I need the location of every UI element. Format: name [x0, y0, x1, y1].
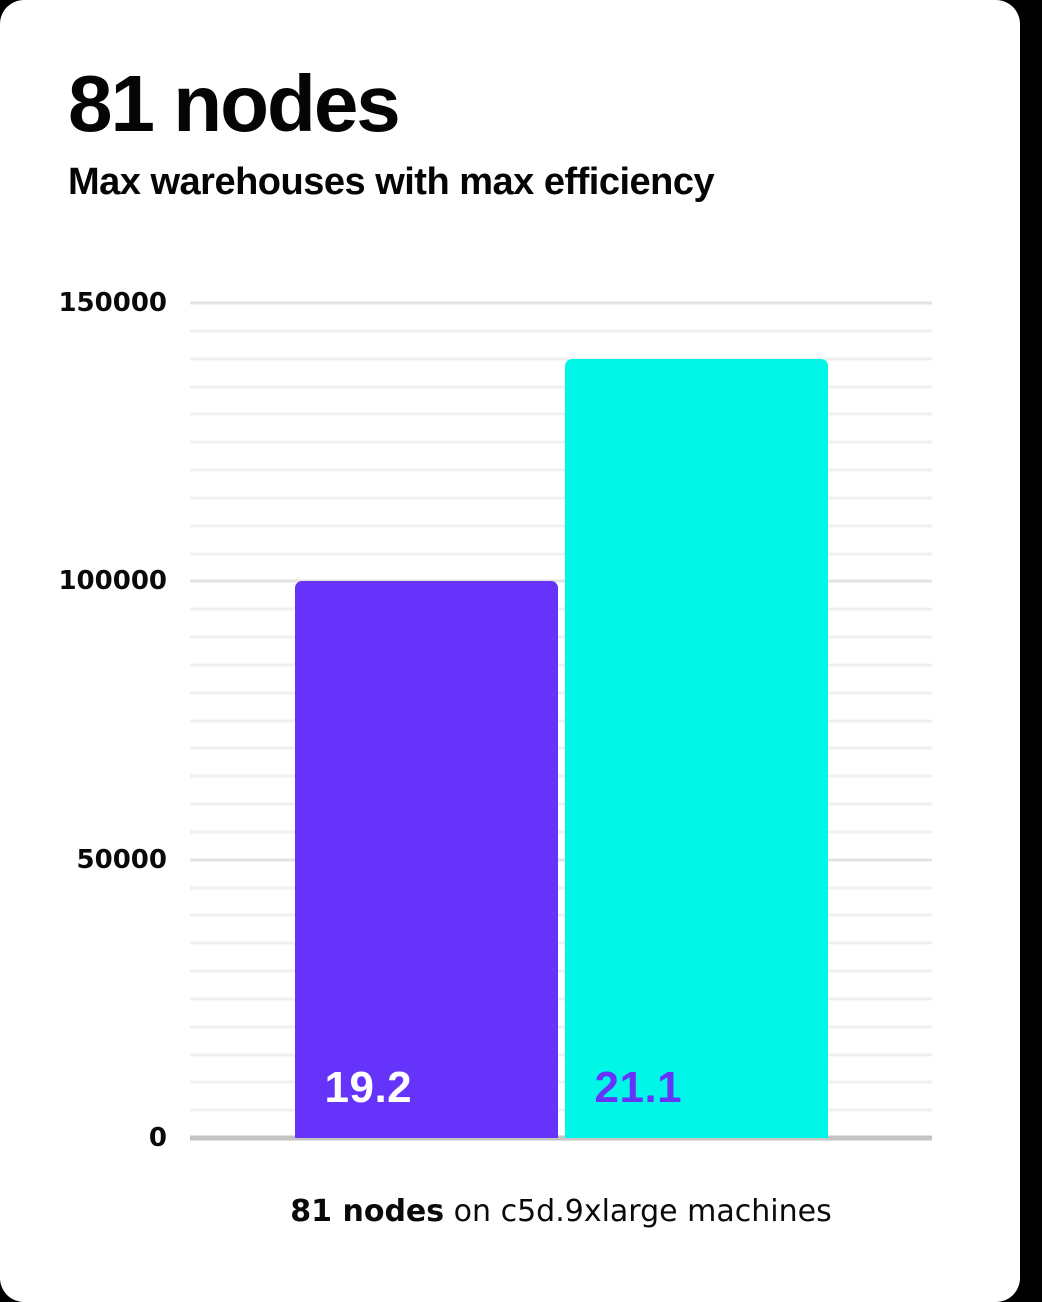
caption: 81 nodes on c5d.9xlarge machines	[190, 1194, 932, 1229]
minor-gridline	[190, 691, 932, 695]
minor-gridline	[190, 802, 932, 806]
card: 81 nodes Max warehouses with max efficie…	[0, 0, 1020, 1302]
y-tick-label: 100000	[58, 566, 167, 597]
page-subtitle: Max warehouses with max efficiency	[68, 161, 715, 203]
minor-gridline	[190, 524, 932, 528]
caption-bold: 81 nodes	[290, 1194, 445, 1229]
minor-gridline	[190, 1053, 932, 1056]
y-tick-label: 0	[148, 1123, 167, 1153]
y-tick-label: 150000	[58, 288, 167, 318]
page-title: 81 nodes	[68, 59, 401, 148]
minor-gridline	[190, 1108, 932, 1112]
minor-gridline	[190, 1080, 932, 1084]
y-tick-label: 50000	[76, 844, 167, 875]
bar-chart: 0 50000 100000 150000 19.2 21.1	[0, 288, 932, 1153]
minor-gridline	[190, 746, 932, 750]
minor-gridline	[190, 719, 932, 722]
minor-gridline	[190, 357, 932, 361]
minor-gridline	[190, 496, 932, 500]
minor-gridline	[190, 774, 932, 778]
bar-value-label: 19.2	[324, 1062, 413, 1112]
minor-gridline	[190, 969, 932, 973]
bar-19.2: 19.2	[294, 581, 558, 1138]
y-axis: 0 50000 100000 150000	[0, 288, 167, 1153]
minor-gridline	[190, 385, 932, 388]
major-gridline	[190, 579, 932, 583]
minor-gridline	[190, 830, 932, 834]
minor-gridline	[190, 997, 932, 1001]
plot-area: 19.2 21.1	[190, 301, 932, 1141]
minor-gridline	[190, 329, 932, 333]
major-gridline	[190, 301, 932, 305]
major-gridline	[190, 858, 932, 862]
caption-rest: on c5d.9xlarge machines	[444, 1194, 832, 1229]
minor-gridline	[190, 941, 932, 945]
minor-gridline	[190, 468, 932, 472]
minor-gridline	[190, 913, 932, 917]
minor-gridline	[190, 886, 932, 889]
minor-gridline	[190, 1025, 932, 1029]
minor-gridline	[190, 663, 932, 667]
minor-gridline	[190, 552, 932, 555]
minor-gridline	[190, 440, 932, 444]
bar-value-label: 21.1	[594, 1062, 683, 1112]
minor-gridline	[190, 635, 932, 639]
minor-gridline	[190, 607, 932, 611]
bar-21.1: 21.1	[564, 358, 828, 1138]
minor-gridline	[190, 412, 932, 416]
x-axis-baseline	[190, 1135, 932, 1141]
